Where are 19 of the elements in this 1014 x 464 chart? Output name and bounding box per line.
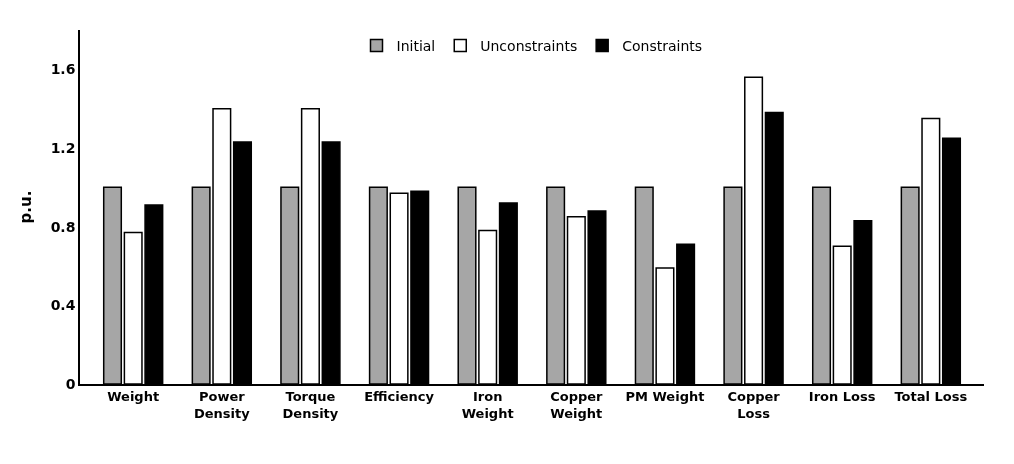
legend-label: Constraints [622, 38, 703, 55]
x-tick-label: Iron Loss [808, 389, 876, 405]
y-tick-label: 1.6 [50, 61, 76, 78]
y-tick-label: 0 [65, 375, 76, 392]
x-tick-label: Copper Loss [727, 389, 781, 422]
x-tick-label: Copper Weight [550, 389, 604, 422]
legend-label: Unconstraints [480, 38, 578, 55]
y-tick-label: 0.8 [50, 218, 76, 235]
x-tick-label: Total Loss [894, 389, 968, 405]
x-tick-label: Power Density [193, 389, 251, 422]
x-tick-label: Weight [107, 389, 160, 405]
y-tick-label: 1.2 [50, 139, 76, 156]
x-tick-label: Torque Density [282, 389, 339, 422]
x-tick-label: PM Weight [625, 389, 705, 405]
x-tick-label: Efficiency [364, 389, 435, 405]
y-axis-title: p.u. [17, 190, 36, 224]
y-tick-label: 0.4 [50, 297, 76, 314]
legend-label: Initial [396, 38, 436, 55]
x-tick-label: Iron Weight [461, 389, 514, 422]
